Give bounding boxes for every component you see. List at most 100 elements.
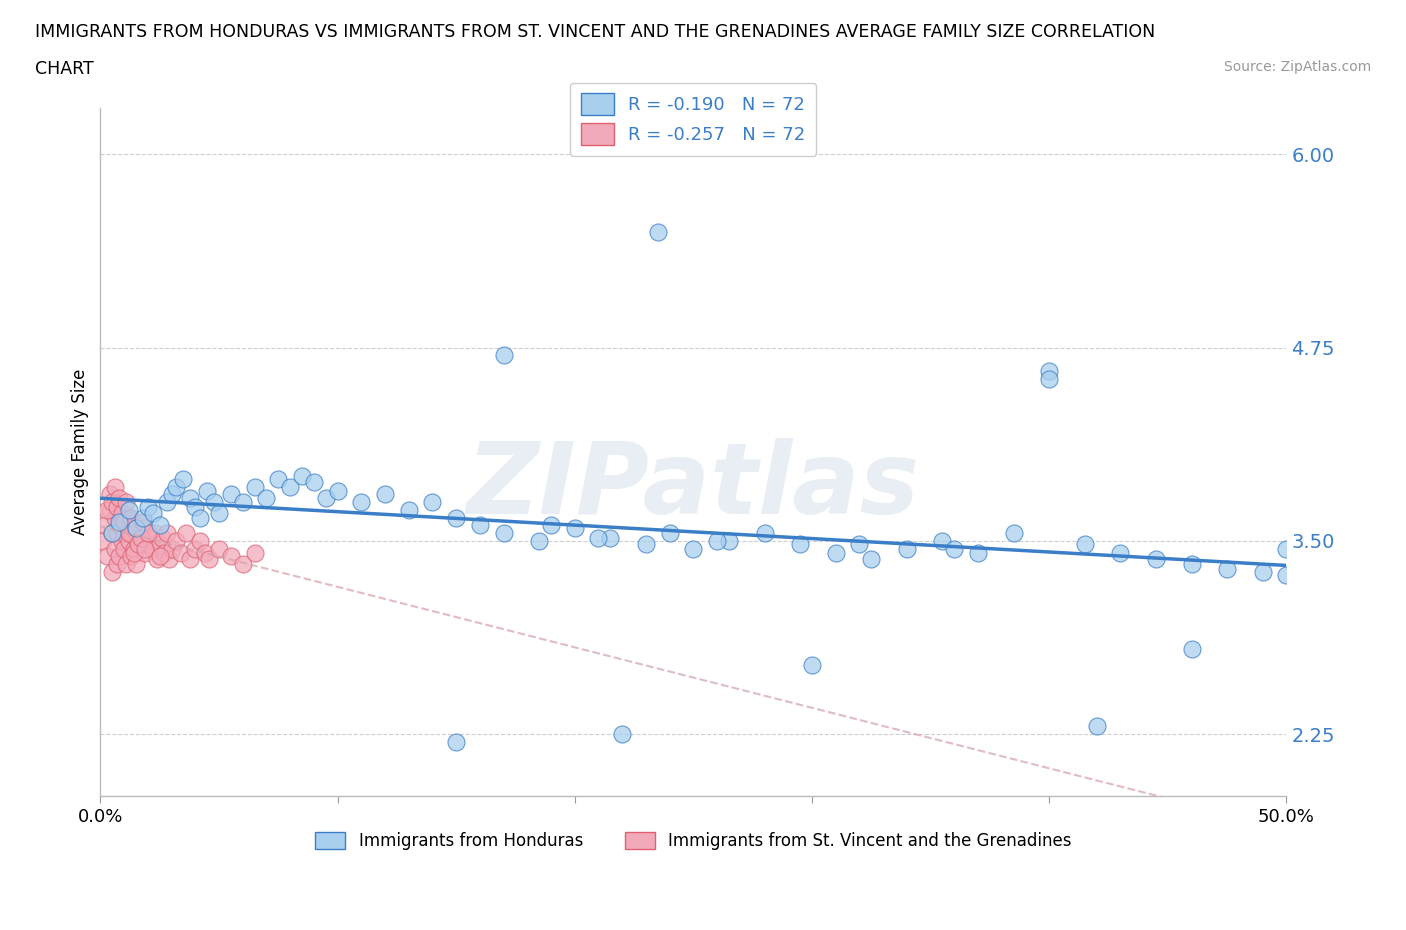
Point [122,546,145,561]
Point [98,502,121,517]
Point [96,549,118,564]
Point [139,530,162,545]
Point [111,534,134,549]
Point [136,525,159,540]
Point [188,534,211,549]
Point [101,495,124,510]
Point [134,541,156,556]
Point [219,487,242,502]
Point [129,530,152,545]
Point [136,499,159,514]
Point [967,546,990,561]
Legend: Immigrants from Honduras, Immigrants from St. Vincent and the Grenadines: Immigrants from Honduras, Immigrants fro… [308,825,1078,857]
Point [160,541,183,556]
Point [132,521,155,536]
Point [141,541,163,556]
Point [1216,561,1239,576]
Point [422,495,444,510]
Point [150,530,173,545]
Point [1275,567,1298,582]
Point [160,487,183,502]
Point [658,525,681,540]
Point [1251,565,1274,579]
Point [801,658,824,672]
Point [612,726,634,741]
Point [398,502,420,517]
Point [103,479,125,494]
Point [1038,371,1060,386]
Point [122,518,145,533]
Point [492,525,515,540]
Point [198,552,221,567]
Point [105,499,128,514]
Point [120,511,142,525]
Point [172,472,194,486]
Point [1180,642,1202,657]
Point [468,518,491,533]
Y-axis label: Average Family Size: Average Family Size [72,369,89,535]
Point [208,541,231,556]
Point [115,518,138,533]
Point [896,541,918,556]
Point [125,556,148,571]
Point [120,525,142,540]
Point [136,537,159,551]
Point [125,525,148,540]
Point [156,525,179,540]
Point [540,518,562,533]
Point [143,525,166,540]
Point [1085,719,1108,734]
Point [267,472,290,486]
Point [232,556,254,571]
Point [1180,556,1202,571]
Point [202,495,225,510]
Point [599,530,621,545]
Point [194,546,217,561]
Point [682,541,704,556]
Point [101,525,124,540]
Point [141,506,163,521]
Point [254,490,277,505]
Point [149,549,172,564]
Point [118,534,141,549]
Point [125,521,148,536]
Point [706,534,728,549]
Point [94,518,117,533]
Point [860,552,883,567]
Point [120,549,142,564]
Point [170,546,193,561]
Point [243,546,266,561]
Point [132,515,155,530]
Point [232,495,254,510]
Point [564,521,586,536]
Point [156,495,179,510]
Point [111,506,134,521]
Point [96,502,118,517]
Point [1074,537,1097,551]
Point [374,487,396,502]
Point [647,224,669,239]
Point [291,469,314,484]
Point [118,511,141,525]
Point [118,525,141,540]
Point [108,515,131,530]
Point [112,525,135,540]
Point [278,479,301,494]
Point [157,552,180,567]
Point [103,511,125,525]
Point [105,556,128,571]
Point [112,541,135,556]
Point [108,549,131,564]
Point [824,546,846,561]
Point [219,549,242,564]
Point [848,537,870,551]
Point [634,537,657,551]
Point [931,534,953,549]
Point [588,530,610,545]
Point [101,525,124,540]
Point [105,525,128,540]
Point [208,506,231,521]
Point [127,537,149,551]
Point [179,490,201,505]
Point [108,490,131,505]
